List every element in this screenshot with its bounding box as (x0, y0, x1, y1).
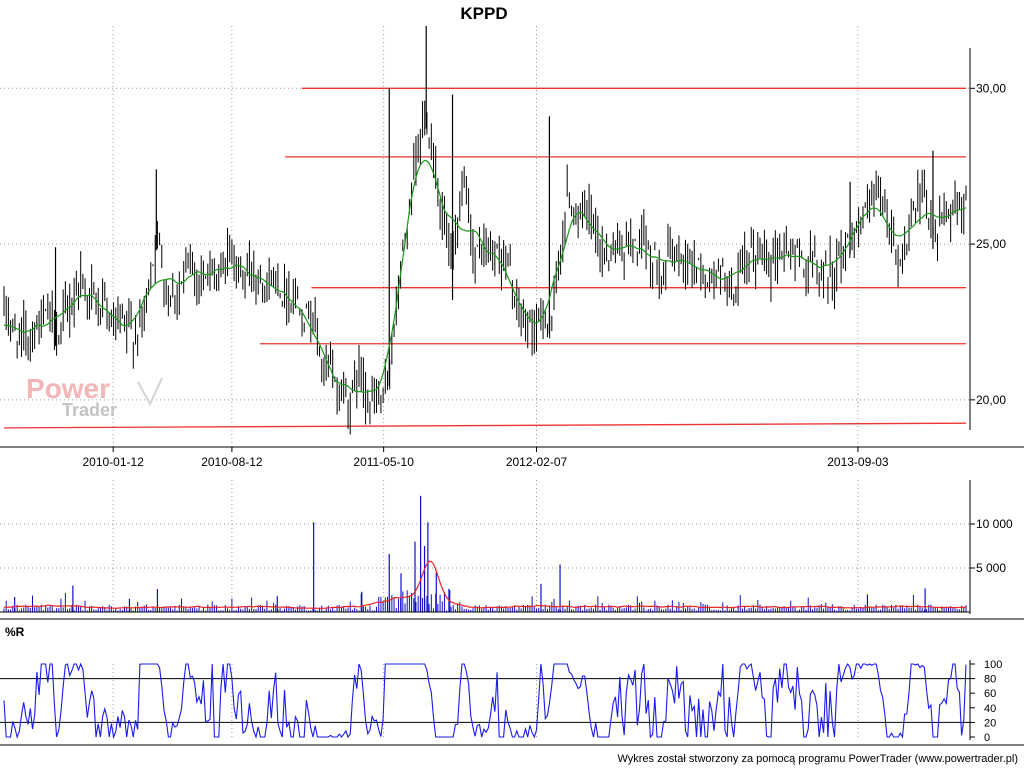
date-label-3: 2012-02-07 (506, 455, 568, 469)
price-moving-average (3, 159, 967, 393)
wr-label-2: 40 (984, 703, 996, 715)
volume-axis: 5 000 10 000 (970, 517, 1013, 575)
price-candles (3, 26, 967, 435)
volume-bars (3, 495, 967, 612)
watermark-logo-icon (137, 377, 163, 407)
date-axis: 2010-01-12 2010-08-12 2011-05-10 2012-02-07… (82, 447, 889, 469)
price-pane: KPPD Power Trader 20,00 25,00 30,00 2010-0… (0, 4, 1024, 469)
date-label-4: 2013-09-03 (827, 455, 889, 469)
wr-label-1: 20 (984, 717, 996, 729)
wr-label-3: 60 (984, 688, 996, 700)
williams-r-pane: %R 0 20 40 60 80 100 (0, 625, 1024, 746)
volume-label-0: 5 000 (976, 561, 1006, 575)
volume-moving-average (4, 560, 966, 609)
footer-credit: Wykres został stworzony za pomocą progra… (617, 753, 1018, 765)
price-label-1: 25,00 (976, 237, 1006, 251)
resistance-lines (3, 87, 967, 429)
watermark-power: Power (26, 373, 110, 404)
volume-grid (0, 480, 970, 612)
price-label-2: 30,00 (976, 81, 1006, 95)
volume-pane: 5 000 10 000 (0, 480, 1024, 620)
chart-title: KPPD (460, 4, 507, 23)
wr-label-4: 80 (984, 674, 996, 686)
date-label-1: 2010-08-12 (201, 455, 263, 469)
wr-label-0: 0 (984, 732, 990, 744)
price-axis: 20,00 25,00 30,00 (970, 81, 1006, 407)
date-label-0: 2010-01-12 (82, 455, 144, 469)
price-label-0: 20,00 (976, 393, 1006, 407)
date-label-2: 2011-05-10 (353, 455, 414, 469)
wr-label-5: 100 (984, 659, 1002, 671)
williams-r-label: %R (5, 625, 25, 639)
williams-r-line (3, 662, 967, 740)
powertrader-watermark: Power Trader (26, 373, 163, 420)
watermark-trader: Trader (62, 400, 117, 420)
volume-label-1: 10 000 (976, 517, 1013, 531)
williams-r-axis: 0 20 40 60 80 100 (970, 659, 1002, 744)
resistance-line-4 (3, 422, 967, 429)
